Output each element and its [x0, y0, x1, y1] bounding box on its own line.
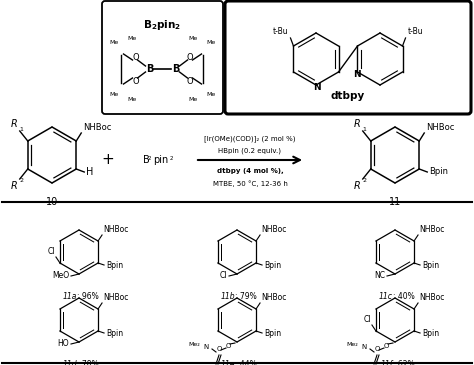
Text: Cl: Cl [47, 247, 55, 256]
Text: : 44%: : 44% [235, 360, 257, 365]
Text: O: O [374, 346, 380, 352]
Text: N: N [353, 70, 360, 79]
Text: Me: Me [128, 36, 137, 41]
Text: : 79%: : 79% [235, 292, 257, 301]
Text: Cl: Cl [364, 315, 371, 324]
Text: 11d: 11d [63, 360, 77, 365]
Text: 11c: 11c [379, 292, 393, 301]
Text: NHBoc: NHBoc [83, 123, 111, 132]
Text: Bpin: Bpin [264, 328, 281, 338]
Text: $\mathbf{B_2pin_2}$: $\mathbf{B_2pin_2}$ [144, 18, 182, 32]
Text: 11: 11 [389, 197, 401, 207]
Text: N: N [313, 83, 321, 92]
Text: Me₂: Me₂ [346, 342, 358, 347]
Text: NHBoc: NHBoc [426, 123, 455, 132]
Text: R: R [354, 119, 361, 129]
Text: NHBoc: NHBoc [419, 293, 445, 302]
Text: t-Bu: t-Bu [273, 27, 289, 36]
Text: NHBoc: NHBoc [419, 225, 445, 234]
Text: N: N [362, 344, 367, 350]
Text: 2: 2 [148, 155, 152, 161]
Text: Cl: Cl [219, 272, 227, 280]
Text: B: B [143, 155, 150, 165]
Text: t-Bu: t-Bu [408, 27, 423, 36]
Text: Bpin: Bpin [264, 261, 281, 269]
Text: NHBoc: NHBoc [103, 225, 128, 234]
Text: 1: 1 [363, 127, 366, 132]
Text: Me: Me [207, 41, 216, 46]
Text: : 62%: : 62% [393, 360, 415, 365]
Text: O: O [216, 346, 222, 352]
Text: : 40%: : 40% [393, 292, 415, 301]
Text: pin: pin [153, 155, 168, 165]
Text: R: R [11, 119, 18, 129]
FancyBboxPatch shape [102, 1, 223, 114]
Text: : 96%: : 96% [77, 292, 99, 301]
Text: 11e: 11e [220, 360, 235, 365]
Text: B: B [172, 64, 179, 74]
Text: 11b: 11b [220, 292, 235, 301]
Text: NHBoc: NHBoc [103, 293, 128, 302]
Text: O: O [383, 343, 389, 349]
Text: Bpin: Bpin [422, 261, 439, 269]
Text: B: B [146, 64, 153, 74]
Text: : 78%: : 78% [77, 360, 99, 365]
Text: 1: 1 [20, 127, 24, 132]
Text: 11a: 11a [63, 292, 77, 301]
Text: O: O [186, 77, 193, 85]
Text: Bpin: Bpin [106, 261, 123, 269]
Text: O: O [225, 343, 231, 349]
Text: R: R [11, 181, 18, 191]
Text: MeO: MeO [52, 272, 69, 280]
FancyBboxPatch shape [225, 1, 471, 114]
Text: NC: NC [374, 272, 385, 280]
Text: dtbpy: dtbpy [331, 91, 365, 101]
Text: O: O [132, 77, 139, 85]
Text: O: O [132, 53, 139, 61]
Text: NHBoc: NHBoc [261, 225, 286, 234]
Text: Me: Me [188, 36, 198, 41]
Text: H: H [86, 167, 94, 177]
Text: 2: 2 [363, 178, 367, 183]
Text: Me: Me [109, 41, 118, 46]
Text: 2: 2 [20, 178, 24, 183]
Text: NHBoc: NHBoc [261, 293, 286, 302]
Text: HO: HO [57, 339, 69, 349]
Text: 10: 10 [46, 197, 58, 207]
Text: MTBE, 50 °C, 12-36 h: MTBE, 50 °C, 12-36 h [212, 180, 287, 187]
Text: Bpin: Bpin [106, 328, 123, 338]
Text: Me: Me [207, 92, 216, 97]
Text: 2: 2 [170, 155, 173, 161]
Text: +: + [101, 153, 114, 168]
Text: O: O [186, 53, 193, 61]
Text: dtbpy (4 mol %),: dtbpy (4 mol %), [217, 168, 283, 174]
Text: Me: Me [109, 92, 118, 97]
Text: R: R [354, 181, 361, 191]
Text: HBpin (0.2 equiv.): HBpin (0.2 equiv.) [219, 147, 282, 154]
Text: Me: Me [128, 97, 137, 102]
Text: Me₂: Me₂ [188, 342, 200, 347]
Text: Bpin: Bpin [422, 328, 439, 338]
Text: Me: Me [188, 97, 198, 102]
Text: Bpin: Bpin [429, 168, 448, 177]
Text: N: N [204, 344, 209, 350]
Text: [Ir(OMe)(COD)]₂ (2 mol %): [Ir(OMe)(COD)]₂ (2 mol %) [204, 135, 296, 142]
Text: 11f: 11f [381, 360, 393, 365]
